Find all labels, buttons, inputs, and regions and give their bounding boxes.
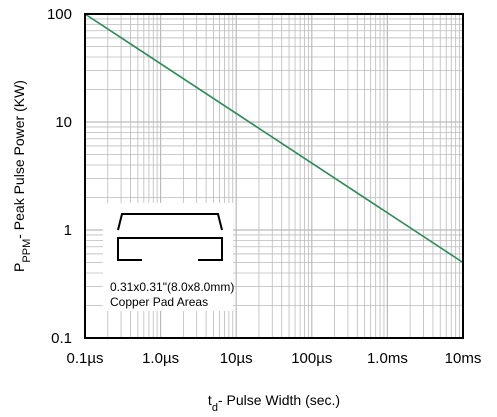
x-axis-title: td- Pulse Width (sec.) <box>208 392 340 414</box>
inset-caption-line1: 0.31x0.31"(8.0x8.0mm) <box>110 280 234 294</box>
plot-frame <box>84 13 464 339</box>
inset-background <box>103 203 233 311</box>
pad-diagram-bottom <box>117 237 223 261</box>
series-layer <box>84 13 464 264</box>
inset-box: 0.31x0.31"(8.0x8.0mm)Copper Pad Areas <box>103 203 234 311</box>
y-axis-title-rest: - Peak Pulse Power (KW) <box>11 80 27 239</box>
y-tick-label: 0.1 <box>51 330 72 347</box>
y-tick-label: 100 <box>47 6 72 23</box>
x-axis-title-rest: - Pulse Width (sec.) <box>218 392 340 408</box>
y-axis-title-main: P <box>11 263 27 272</box>
x-tick-label: 0.1µs <box>67 350 104 367</box>
series-line <box>84 13 464 264</box>
inset-caption-line2: Copper Pad Areas <box>110 295 208 309</box>
y-tick-label: 1 <box>64 222 72 239</box>
x-axis-title-main: t <box>208 392 212 408</box>
x-tick-label: 10ms <box>445 350 482 367</box>
y-axis-title-sub: PPM <box>21 239 33 263</box>
x-axis-title-sub: d <box>212 402 218 414</box>
x-tick-label: 100µs <box>291 350 332 367</box>
x-tick-label: 10µs <box>220 350 253 367</box>
y-axis-title: PPPM- Peak Pulse Power (KW) <box>11 80 33 272</box>
pad-diagram-top <box>117 213 223 231</box>
x-tick-label: 1.0ms <box>367 350 408 367</box>
x-tick-label: 1.0µs <box>142 350 179 367</box>
y-tick-label: 10 <box>55 114 72 131</box>
tick-labels: 0.1µs 1.0µs 10µs 100µs 1.0ms 10ms 0.1 1 10 100 <box>47 6 481 367</box>
